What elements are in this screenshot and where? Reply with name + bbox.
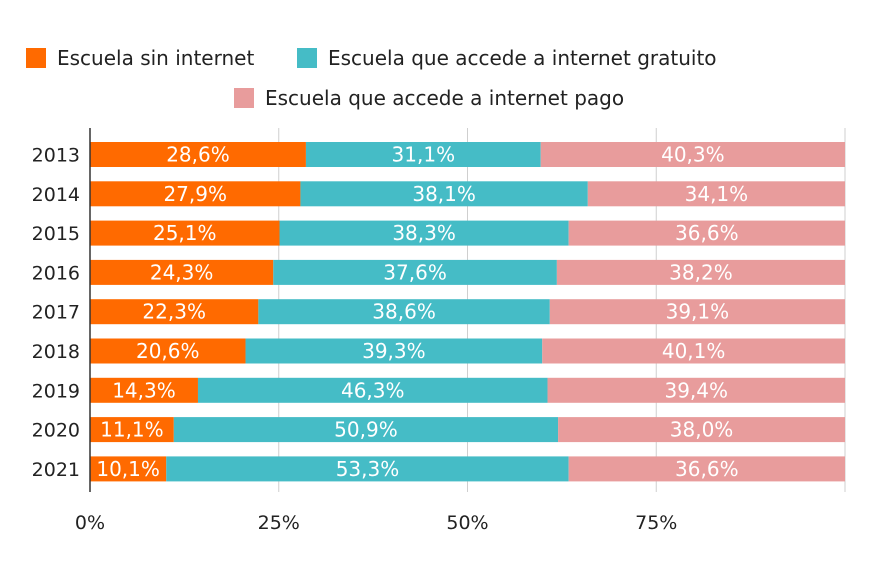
legend-row-2: Escuela que accede a internet pago <box>0 86 870 114</box>
bar-label-2013-series-0: 28,6% <box>166 143 230 167</box>
legend-label-pago: Escuela que accede a internet pago <box>265 86 625 110</box>
bar-2014-series-0 <box>90 181 301 207</box>
y-tick-label-2017: 2017 <box>32 302 80 324</box>
legend-item-sin-internet: Escuela sin internet <box>26 46 254 70</box>
bar-label-2016-series-1: 37,6% <box>383 260 447 284</box>
bar-label-2018-series-2: 40,1% <box>662 339 726 363</box>
y-tick-label-2020: 2020 <box>32 420 80 442</box>
y-tick-label-2016: 2016 <box>32 262 80 284</box>
bar-label-2018-series-0: 20,6% <box>136 339 200 363</box>
bar-label-2014-series-1: 38,1% <box>412 182 476 206</box>
legend-label-sin-internet: Escuela sin internet <box>57 46 255 70</box>
bar-label-2020-series-1: 50,9% <box>334 418 398 442</box>
bar-2019-series-2 <box>547 377 845 403</box>
y-tick-label-2018: 2018 <box>32 341 80 363</box>
bar-2013-series-1 <box>305 142 541 167</box>
bar-label-2013-series-2: 40,3% <box>661 143 725 167</box>
bar-2019-series-1 <box>197 377 548 403</box>
bar-2018-series-2 <box>542 338 845 364</box>
legend-swatch-gratuito <box>297 48 317 68</box>
y-tick-label-2015: 2015 <box>32 223 80 245</box>
bar-label-2020-series-0: 11,1% <box>100 418 164 442</box>
bar-2017-series-1 <box>258 299 550 325</box>
x-tick-label-50: 50% <box>446 512 488 534</box>
bar-label-2021-series-0: 10,1% <box>96 457 160 481</box>
bar-label-2018-series-1: 39,3% <box>362 339 426 363</box>
bar-label-2017-series-0: 22,3% <box>142 300 206 324</box>
bar-2016-series-2 <box>556 259 845 285</box>
bar-label-2016-series-2: 38,2% <box>669 260 733 284</box>
legend-row-1: Escuela sin internet Escuela que accede … <box>0 46 870 74</box>
bar-2018-series-1 <box>245 338 543 364</box>
bar-label-2015-series-0: 25,1% <box>153 221 217 245</box>
y-tick-label-2014: 2014 <box>32 184 80 206</box>
bar-2017-series-0 <box>90 299 259 325</box>
bar-2021-series-2 <box>568 456 845 482</box>
bar-2020-series-1 <box>173 417 559 443</box>
bar-label-2017-series-1: 38,6% <box>372 300 436 324</box>
bar-2021-series-0 <box>90 456 167 482</box>
bar-2020-series-0 <box>90 417 174 443</box>
bar-label-2019-series-2: 39,4% <box>664 378 728 402</box>
bar-2020-series-2 <box>558 417 845 443</box>
bar-label-2015-series-1: 38,3% <box>392 221 456 245</box>
bar-label-2015-series-2: 36,6% <box>675 221 739 245</box>
y-tick-label-2013: 2013 <box>32 145 80 167</box>
bar-2014-series-2 <box>587 181 845 207</box>
bar-2015-series-1 <box>279 220 569 246</box>
bar-2021-series-1 <box>166 456 569 482</box>
bar-2013-series-0 <box>90 142 306 167</box>
legend-item-pago: Escuela que accede a internet pago <box>234 86 624 110</box>
legend-item-gratuito: Escuela que accede a internet gratuito <box>297 46 717 70</box>
legend-swatch-pago <box>234 88 254 108</box>
bar-label-2014-series-2: 34,1% <box>685 182 749 206</box>
bar-label-2013-series-1: 31,1% <box>392 143 456 167</box>
bar-2015-series-2 <box>568 220 845 246</box>
bar-label-2019-series-0: 14,3% <box>112 378 176 402</box>
bar-label-2019-series-1: 46,3% <box>341 378 405 402</box>
x-tick-label-0: 0% <box>75 512 105 534</box>
legend-swatch-sin-internet <box>26 48 46 68</box>
bar-2018-series-0 <box>90 338 246 364</box>
x-tick-label-25: 25% <box>258 512 300 534</box>
bar-2016-series-1 <box>273 259 557 285</box>
bar-label-2020-series-2: 38,0% <box>670 418 734 442</box>
bar-2017-series-2 <box>549 299 845 325</box>
legend-label-gratuito: Escuela que accede a internet gratuito <box>328 46 717 70</box>
y-tick-label-2021: 2021 <box>32 459 80 481</box>
bar-label-2021-series-2: 36,6% <box>675 457 739 481</box>
bar-label-2017-series-2: 39,1% <box>666 300 730 324</box>
bar-label-2021-series-1: 53,3% <box>336 457 400 481</box>
bar-2019-series-0 <box>90 377 198 403</box>
bar-label-2016-series-0: 24,3% <box>150 260 214 284</box>
bar-label-2014-series-0: 27,9% <box>163 182 227 206</box>
bar-2014-series-1 <box>300 181 588 207</box>
y-tick-label-2019: 2019 <box>32 380 80 402</box>
bar-2016-series-0 <box>90 259 274 285</box>
bar-2013-series-2 <box>540 142 845 167</box>
bar-2015-series-0 <box>90 220 280 246</box>
x-tick-label-75: 75% <box>635 512 677 534</box>
